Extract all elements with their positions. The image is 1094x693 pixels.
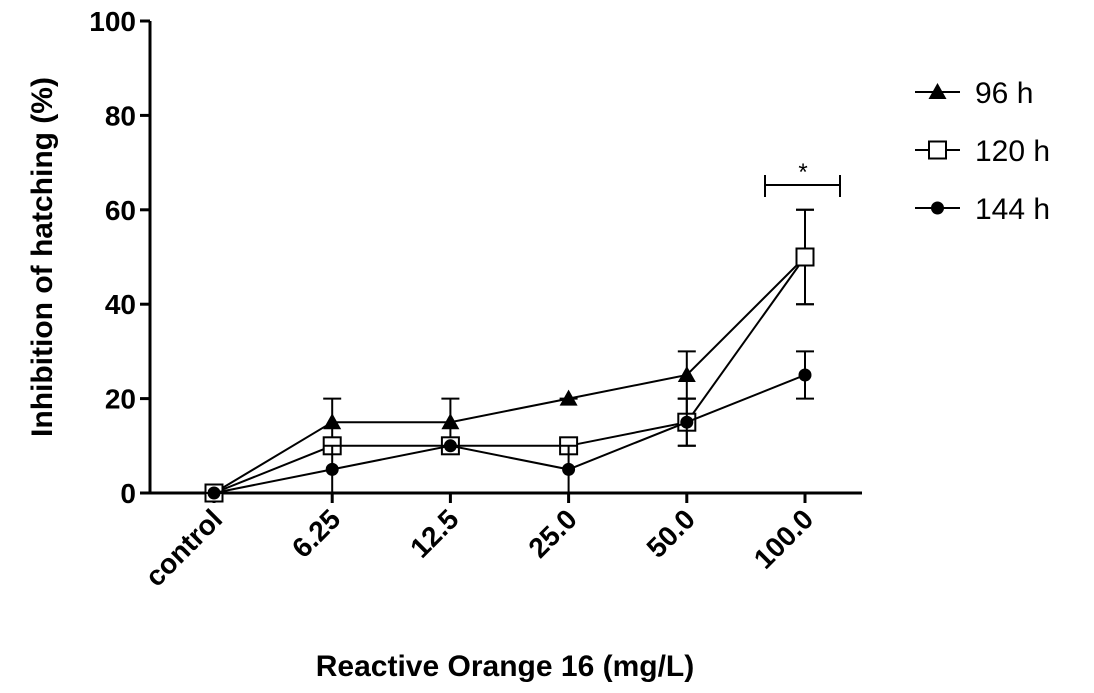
y-tick-label: 80 — [105, 100, 136, 131]
x-tick-label: 100.0 — [748, 503, 819, 574]
marker — [443, 439, 457, 453]
marker — [928, 83, 947, 99]
legend-label: 120 h — [975, 135, 1050, 168]
marker — [798, 368, 812, 382]
marker — [559, 389, 578, 406]
series-line — [213, 374, 806, 494]
marker — [677, 366, 696, 382]
marker — [207, 486, 221, 500]
marker — [323, 413, 342, 430]
x-tick-label: control — [139, 503, 228, 592]
x-tick-label: 6.25 — [286, 503, 346, 563]
x-tick-label: 50.0 — [641, 503, 701, 563]
marker — [795, 247, 815, 267]
y-tick-label: 20 — [105, 384, 136, 415]
y-tick-label: 0 — [120, 478, 136, 509]
x-tick-label: 12.5 — [404, 503, 464, 563]
y-tick-label: 60 — [105, 195, 136, 226]
legend-label: 96 h — [975, 77, 1033, 110]
marker — [931, 201, 944, 215]
series — [205, 208, 814, 500]
series-line — [213, 256, 806, 494]
x-axis-title: Reactive Orange 16 (mg/L) — [316, 650, 694, 683]
marker — [562, 462, 576, 476]
marker — [441, 413, 460, 430]
legend-label: 144 h — [975, 193, 1050, 226]
annotation: * — [798, 159, 807, 186]
y-axis-title: Inhibition of hatching (%) — [26, 77, 59, 437]
marker — [680, 415, 694, 429]
y-tick-label: 40 — [105, 289, 136, 320]
marker — [325, 462, 339, 476]
y-tick-label: 100 — [89, 6, 136, 37]
marker — [928, 140, 947, 160]
x-tick-label: 25.0 — [522, 503, 582, 563]
series-line — [213, 256, 806, 494]
significance-bracket — [764, 175, 841, 197]
series — [205, 350, 814, 500]
